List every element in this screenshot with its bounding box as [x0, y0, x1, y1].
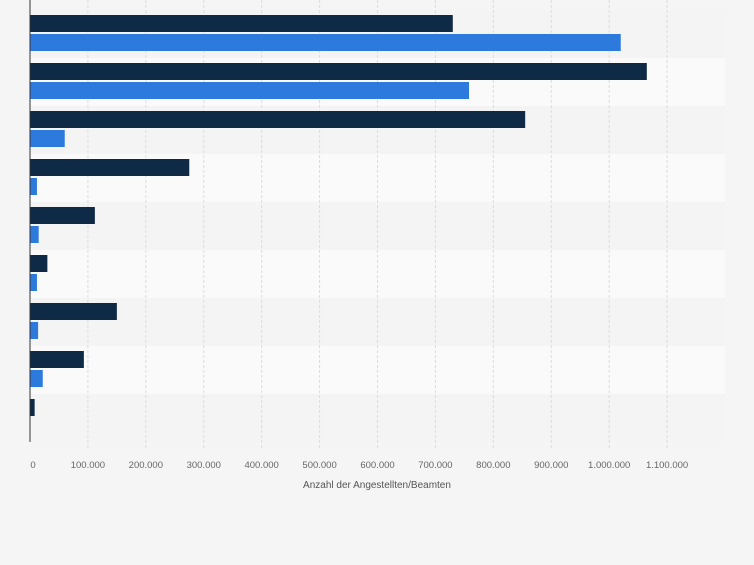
bar — [30, 130, 65, 147]
bar — [30, 274, 37, 291]
bar — [30, 111, 526, 128]
bar — [30, 370, 43, 387]
x-tick-label: 800.000 — [476, 460, 510, 471]
bar — [30, 63, 647, 80]
bar — [30, 255, 48, 272]
x-tick-label: 400.000 — [244, 460, 278, 471]
x-tick-label: 0 — [30, 460, 35, 471]
bar — [30, 322, 39, 339]
x-tick-label: 900.000 — [534, 460, 568, 471]
x-tick-label: 500.000 — [302, 460, 336, 471]
x-tick-label: 700.000 — [418, 460, 452, 471]
bars — [30, 15, 647, 416]
bar — [30, 399, 35, 416]
x-tick-label: 600.000 — [360, 460, 394, 471]
bar — [30, 303, 117, 320]
x-tick-label: 1.000.000 — [588, 460, 630, 471]
x-axis-label: Anzahl der Angestellten/Beamten — [303, 480, 451, 491]
x-tick-label: 1.100.000 — [646, 460, 688, 471]
bar — [30, 159, 190, 176]
bar — [30, 82, 470, 99]
x-tick-label: 300.000 — [187, 460, 221, 471]
bar — [30, 351, 84, 368]
bar — [30, 15, 453, 32]
x-axis-tick-labels: 0 100.000 200.000 300.000 400.000 500.000 600.… — [30, 460, 688, 471]
x-tick-label: 200.000 — [129, 460, 163, 471]
bar — [30, 207, 95, 224]
bar — [30, 178, 37, 195]
bar — [30, 226, 39, 243]
bar — [30, 34, 621, 51]
x-tick-label: 100.000 — [71, 460, 105, 471]
